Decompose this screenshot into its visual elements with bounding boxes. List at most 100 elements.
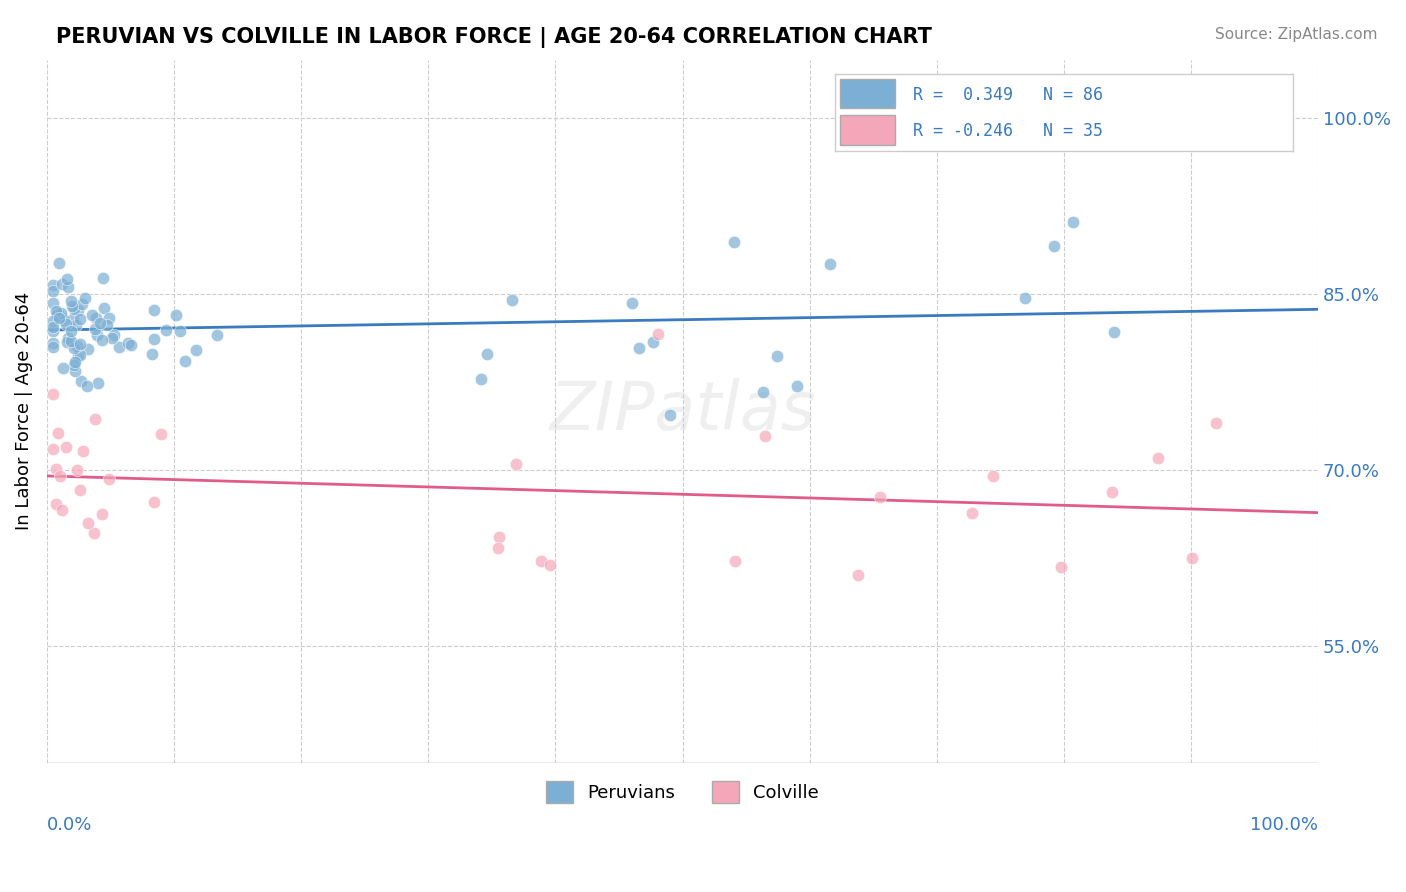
- Point: [60, 325, 83, 339]
- Point: [83, 526, 105, 541]
- Point: [142, 332, 165, 346]
- Point: [1181, 550, 1204, 565]
- Point: [83, 412, 105, 426]
- Point: [1062, 215, 1084, 229]
- Point: [76, 516, 98, 531]
- Point: [1147, 451, 1170, 466]
- Point: [647, 327, 669, 342]
- Point: [1205, 416, 1227, 430]
- Point: [643, 334, 665, 349]
- Point: [46, 306, 69, 320]
- Point: [108, 339, 131, 353]
- Point: [87, 376, 110, 390]
- Point: [51, 503, 73, 517]
- Point: [475, 347, 498, 361]
- Point: [174, 353, 197, 368]
- Text: 0.0%: 0.0%: [46, 815, 93, 834]
- Point: [65, 318, 87, 332]
- Point: [93, 271, 115, 285]
- Point: [70, 374, 93, 388]
- Point: [89, 316, 111, 330]
- Point: [66, 303, 89, 318]
- Point: [117, 335, 139, 350]
- Point: [63, 364, 86, 378]
- Point: [505, 457, 527, 471]
- Point: [44, 497, 66, 511]
- Point: [1101, 485, 1123, 500]
- Point: [960, 506, 983, 520]
- Point: [58, 331, 80, 345]
- Point: [659, 408, 682, 422]
- Text: PERUVIAN VS COLVILLE IN LABOR FORCE | AGE 20-64 CORRELATION CHART: PERUVIAN VS COLVILLE IN LABOR FORCE | AG…: [56, 27, 932, 48]
- Point: [56, 272, 79, 286]
- Point: [42, 296, 65, 310]
- Point: [55, 317, 77, 331]
- Point: [142, 302, 165, 317]
- Point: [60, 299, 83, 313]
- Point: [538, 558, 561, 573]
- Point: [488, 530, 510, 544]
- Point: [90, 333, 112, 347]
- Point: [66, 339, 89, 353]
- Point: [169, 324, 191, 338]
- Point: [76, 379, 98, 393]
- Point: [184, 343, 207, 357]
- Point: [101, 331, 124, 345]
- Point: [56, 334, 79, 349]
- Point: [42, 284, 65, 298]
- Point: [818, 257, 841, 271]
- Point: [52, 313, 75, 327]
- Point: [69, 337, 91, 351]
- Point: [869, 490, 891, 504]
- Text: 100.0%: 100.0%: [1250, 815, 1319, 834]
- Point: [48, 311, 70, 326]
- Point: [66, 349, 89, 363]
- Point: [51, 277, 73, 292]
- Point: [66, 463, 89, 477]
- Point: [72, 297, 94, 311]
- Point: [55, 440, 77, 454]
- Point: [42, 325, 65, 339]
- Point: [84, 310, 107, 325]
- Point: [724, 554, 747, 568]
- Point: [42, 387, 65, 401]
- Point: [76, 342, 98, 356]
- Legend: Peruvians, Colville: Peruvians, Colville: [538, 773, 827, 810]
- Point: [93, 301, 115, 315]
- Point: [62, 359, 84, 373]
- Y-axis label: In Labor Force | Age 20-64: In Labor Force | Age 20-64: [15, 292, 32, 531]
- Point: [488, 541, 510, 555]
- Point: [45, 303, 67, 318]
- Point: [42, 314, 65, 328]
- Point: [501, 293, 523, 307]
- Point: [72, 444, 94, 458]
- Point: [80, 308, 103, 322]
- Point: [45, 462, 67, 476]
- Point: [46, 426, 69, 441]
- Point: [69, 347, 91, 361]
- Point: [752, 384, 775, 399]
- Point: [42, 340, 65, 354]
- Point: [1050, 559, 1073, 574]
- Point: [86, 327, 108, 342]
- Point: [46, 308, 69, 322]
- Point: [42, 278, 65, 293]
- Point: [1043, 239, 1066, 253]
- Point: [73, 291, 96, 305]
- Point: [846, 567, 869, 582]
- Text: Source: ZipAtlas.com: Source: ZipAtlas.com: [1215, 27, 1378, 42]
- Point: [52, 361, 75, 376]
- Point: [723, 235, 745, 250]
- Point: [165, 308, 187, 322]
- Point: [530, 554, 553, 568]
- Point: [62, 302, 84, 317]
- Point: [49, 310, 72, 324]
- Point: [69, 483, 91, 497]
- Point: [62, 312, 84, 326]
- Point: [97, 472, 120, 486]
- Point: [155, 322, 177, 336]
- Point: [48, 256, 70, 270]
- Point: [205, 327, 228, 342]
- Point: [96, 318, 118, 333]
- Point: [981, 469, 1004, 483]
